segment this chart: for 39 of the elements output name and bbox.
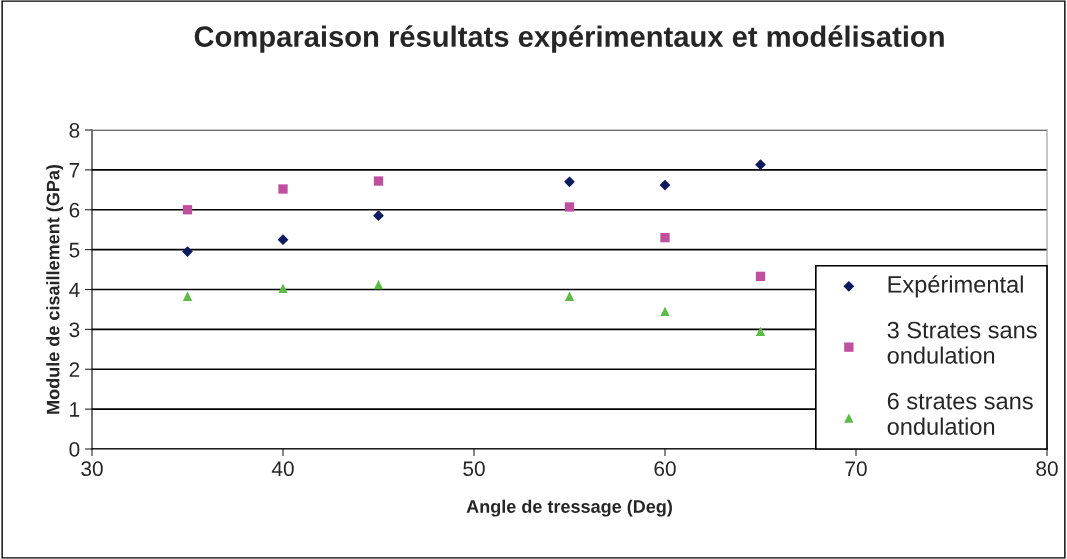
- point: [660, 306, 670, 317]
- point: [182, 205, 193, 215]
- point: [660, 233, 670, 243]
- point: [755, 271, 766, 281]
- legend-label: 6 strates sans ondulation: [887, 392, 1033, 435]
- y-tick-label: 0: [69, 442, 80, 457]
- y-tick-label: 6: [69, 202, 80, 218]
- y-tick-label: 7: [69, 163, 80, 178]
- chart-title: Comparaison résultats expérimentaux et modélisation: [194, 25, 944, 53]
- point: [564, 176, 575, 188]
- point: [659, 179, 671, 191]
- point: [373, 176, 384, 186]
- x-tick-label: 50: [463, 461, 485, 477]
- point: [564, 202, 575, 212]
- point: [564, 291, 575, 301]
- y-axis-title: Module de cisaillement (GPa): [46, 164, 64, 414]
- y-tick-label: 4: [69, 282, 80, 298]
- x-tick-label: 80: [1036, 461, 1058, 477]
- point: [182, 246, 193, 257]
- x-tick-label: 40: [271, 461, 294, 477]
- point: [277, 234, 289, 246]
- x-tick-label: 30: [81, 461, 103, 477]
- y-tick-label: 8: [69, 123, 80, 138]
- point: [373, 280, 384, 290]
- y-tick-label: 5: [69, 242, 80, 258]
- point: [278, 283, 288, 293]
- point: [182, 291, 193, 301]
- point: [373, 210, 384, 222]
- y-tick-label: 3: [69, 322, 80, 338]
- x-tick-label: 60: [654, 461, 676, 477]
- legend-label: Expérimental: [888, 275, 1023, 298]
- y-tick-label: 2: [69, 362, 80, 377]
- point: [755, 159, 766, 171]
- y-tick-label: 1: [70, 402, 80, 417]
- x-axis-title: Angle de tressage (Deg): [466, 499, 672, 517]
- x-tick-label: 70: [845, 461, 867, 477]
- legend-label: 3 Strates sans ondulation: [887, 321, 1037, 364]
- point: [755, 326, 766, 337]
- point: [278, 184, 288, 194]
